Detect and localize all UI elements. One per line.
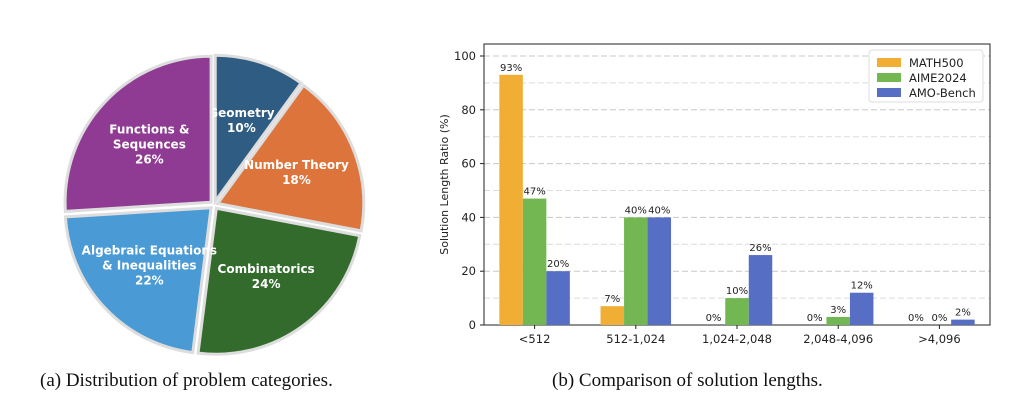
x-tick-label: <512 [519,332,551,346]
pie-slice-label: 10% [227,121,256,135]
x-tick-label: 2,048-4,096 [803,332,873,346]
bar-value-label: 10% [726,286,748,297]
bar-value-label: 20% [547,259,569,270]
bar-value-label: 12% [851,281,873,292]
legend-label: AMO-Bench [909,86,976,100]
bar-value-label: 0% [807,313,823,324]
legend-label: AIME2024 [909,71,967,85]
legend-swatch [877,73,901,82]
bar [826,316,850,325]
caption-a: (a) Distribution of problem categories. [40,370,333,391]
x-tick-label: 512-1,024 [606,332,665,346]
pie-slice-label: 22% [135,274,164,288]
x-tick-label: 1,024-2,048 [702,332,772,346]
pie-slice [63,54,213,214]
pie-slice-label: Combinatorics [218,262,315,276]
bar-value-label: 26% [749,243,771,254]
pie-slice-label: 26% [135,152,164,166]
bar-value-label: 40% [648,205,670,216]
pie-slice-label: Sequences [113,137,186,151]
bar [499,74,523,325]
bar-value-label: 0% [908,313,924,324]
y-tick-label: 0 [469,318,476,332]
pie-slice [213,53,304,206]
bar [725,298,749,325]
bar [624,217,648,325]
caption-b: (b) Comparison of solution lengths. [552,370,823,391]
y-tick-label: 100 [454,49,476,63]
bar-value-label: 0% [706,313,722,324]
bar [951,319,975,325]
pie-slice [215,83,366,233]
pie-slice-label: 18% [282,173,311,187]
bar [600,306,625,325]
pie-slice-label: Functions & [109,122,189,136]
bar-value-label: 0% [931,313,947,324]
bar-chart: 0 20 40 60 80 100 Solution Length Ratio (%) 93%… [438,43,991,346]
bar-value-label: 7% [604,294,620,305]
bar-value-label: 93% [500,63,522,74]
y-tick-label: 80 [461,103,476,117]
bar-value-label: 40% [625,205,647,216]
bar-value-label: 3% [830,305,846,316]
bar [748,255,773,325]
y-tick-label: 60 [461,157,476,171]
pie-slice-label: Number Theory [244,158,349,172]
bar [546,271,570,325]
bar [647,217,672,325]
pie-slice [63,206,213,355]
bar [522,198,547,325]
pie-slice-label: 24% [252,277,281,291]
bar-value-label: 47% [523,187,545,198]
pie-slice-label: & Inequalities [102,259,196,273]
pie-slice-label: Algebraic Equations [82,244,217,258]
pie-slice-label: Geometry [208,106,275,120]
pie-slice [196,206,362,356]
y-axis-label: Solution Length Ratio (%) [438,114,451,255]
legend-swatch [877,88,901,97]
bar [849,292,874,325]
legend-swatch [877,58,901,67]
legend-label: MATH500 [909,56,964,70]
y-tick-label: 40 [461,210,476,224]
bar-value-label: 2% [955,308,971,319]
y-tick-label: 20 [461,264,476,278]
x-tick-label: >4,096 [918,332,961,346]
